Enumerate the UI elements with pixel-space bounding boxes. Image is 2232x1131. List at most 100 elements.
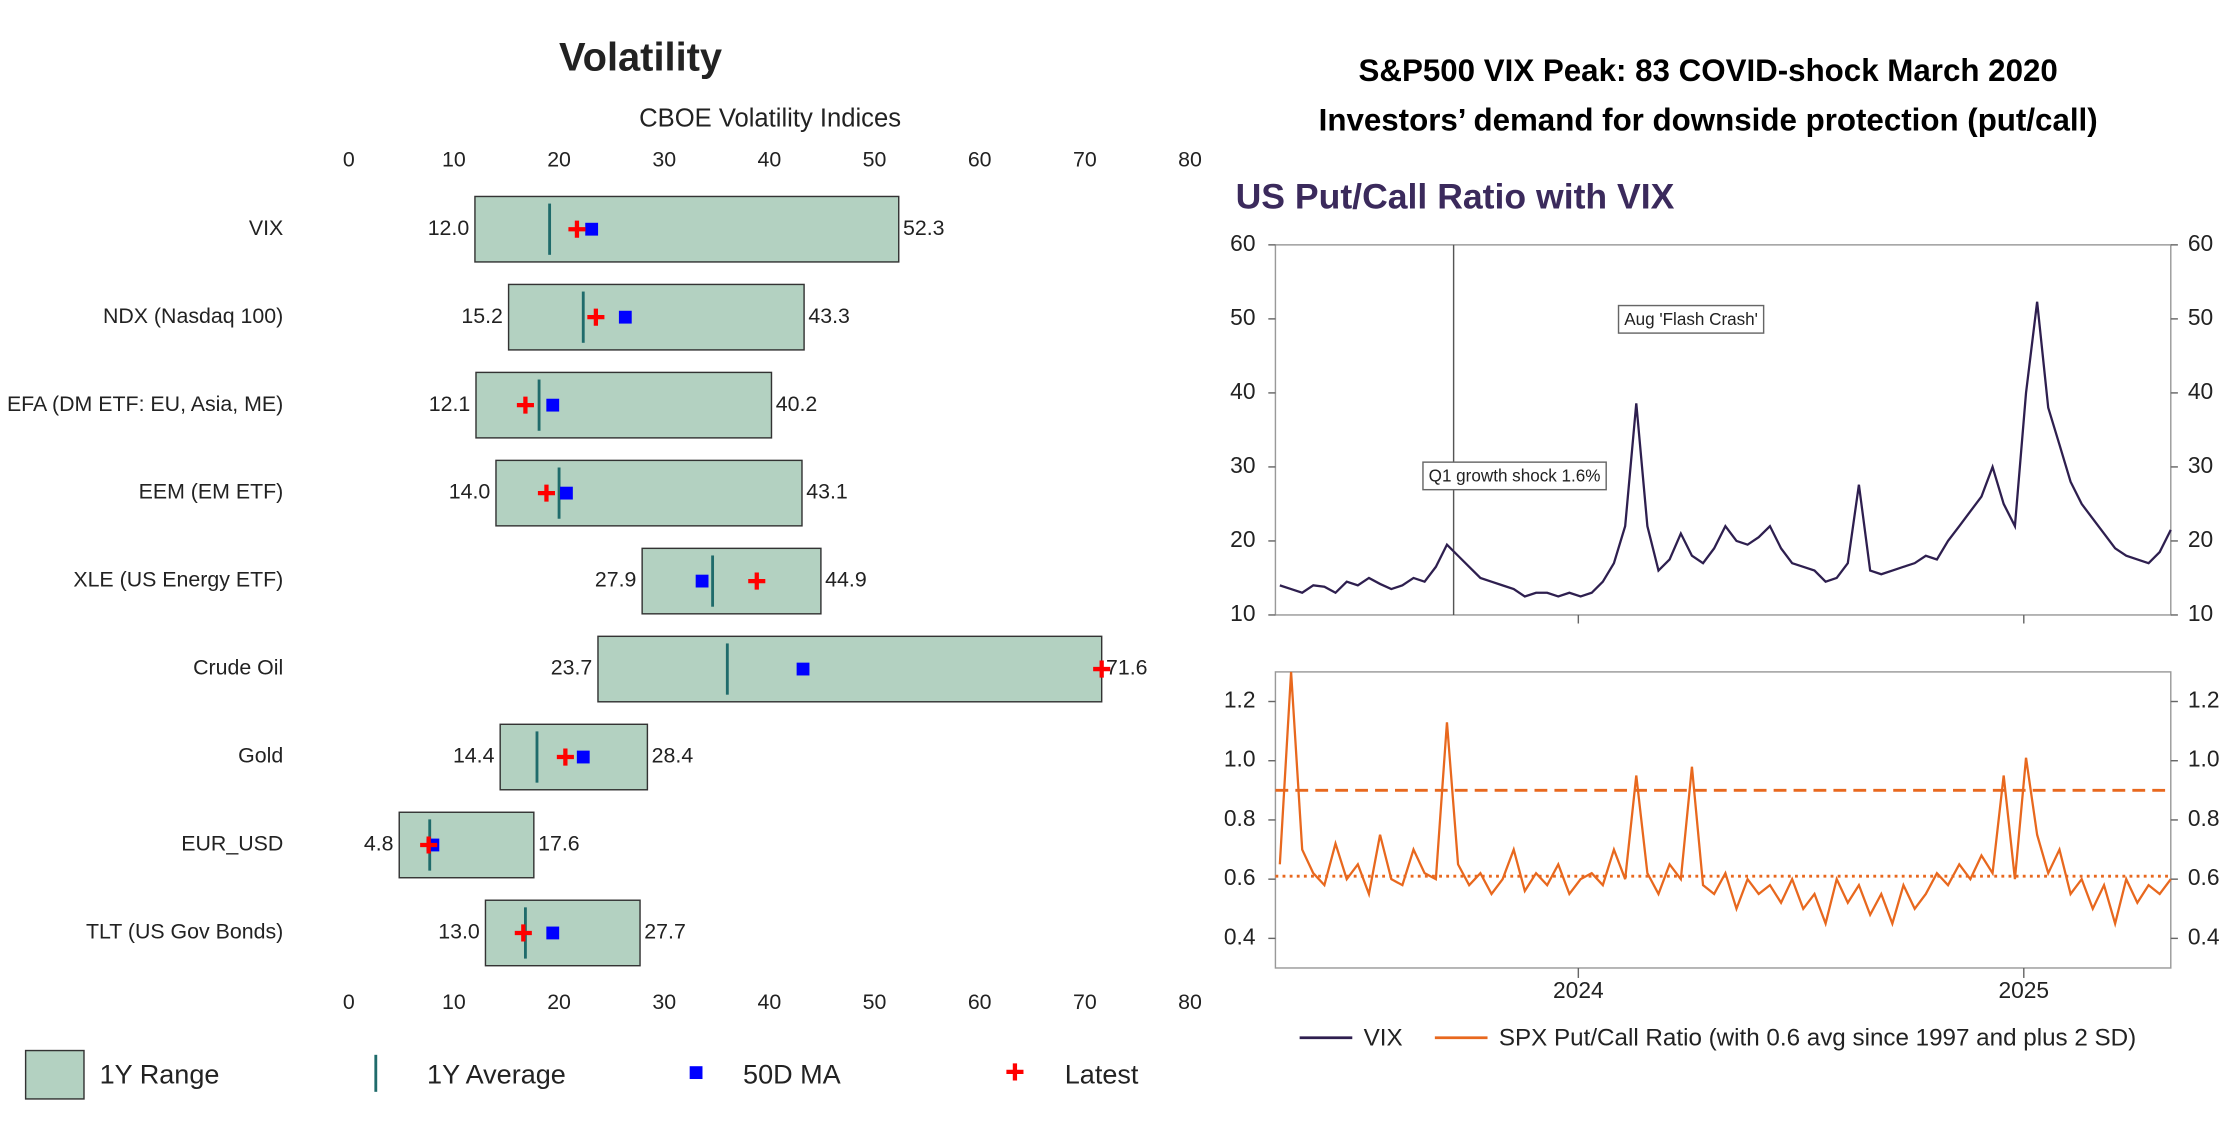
category-label: TLT (US Gov Bonds) <box>86 920 283 944</box>
high-label: 43.3 <box>808 304 850 328</box>
x-tick-label: 10 <box>442 148 466 172</box>
chart-subtitle: CBOE Volatility Indices <box>639 104 901 132</box>
y-tick-label: 1.2 <box>1224 687 1256 713</box>
category-label: EEM (EM ETF) <box>139 480 284 504</box>
ma-mark <box>585 222 599 236</box>
latest-mark <box>537 484 555 502</box>
x-tick-label: 40 <box>758 148 782 172</box>
x-tick-label: 70 <box>1073 148 1097 172</box>
latest-mark <box>748 572 766 590</box>
range-bar <box>398 811 535 879</box>
latest-mark <box>420 836 438 854</box>
y-tick-label: 50 <box>2188 304 2213 330</box>
high-label: 52.3 <box>903 216 945 240</box>
low-label: 12.1 <box>429 392 471 416</box>
annotation: Q1 growth shock 1.6% <box>1429 466 1601 485</box>
low-label: 15.2 <box>461 304 503 328</box>
high-label: 43.1 <box>806 480 848 504</box>
high-label: 44.9 <box>825 568 867 592</box>
x-tick-label: 50 <box>863 990 887 1014</box>
y-tick-label: 50 <box>1230 304 1255 330</box>
y-tick-label: 20 <box>1230 526 1255 552</box>
range-bar <box>474 195 900 263</box>
x-tick-label: 40 <box>758 990 782 1014</box>
ma-mark <box>546 926 560 940</box>
x-tick-label: 2024 <box>1553 977 1604 1003</box>
category-label: EFA (DM ETF: EU, Asia, ME) <box>7 392 283 416</box>
legend-swatch <box>24 1049 85 1100</box>
y-tick-label: 1.0 <box>2188 746 2220 772</box>
legend-label: Latest <box>1065 1059 1139 1089</box>
header-line: Investors’ demand for downside protectio… <box>1319 103 2098 138</box>
legend-label: VIX <box>1364 1025 1403 1052</box>
plot-frame <box>1274 671 2172 969</box>
y-tick-label: 30 <box>1230 452 1255 478</box>
y-tick-label: 20 <box>2188 526 2213 552</box>
latest-mark <box>1093 660 1111 678</box>
high-label: 40.2 <box>776 392 818 416</box>
low-label: 12.0 <box>428 216 470 240</box>
chart-title: Volatility <box>559 35 722 79</box>
category-label: Gold <box>238 744 283 768</box>
plot-frame <box>1274 244 2172 616</box>
annotation: Aug 'Flash Crash' <box>1624 310 1758 329</box>
x-tick-label: 80 <box>1178 990 1202 1014</box>
legend-swatch <box>689 1066 703 1080</box>
y-tick-label: 60 <box>1230 230 1255 256</box>
x-tick-label: 50 <box>863 148 887 172</box>
ma-mark <box>576 750 590 764</box>
high-label: 71.6 <box>1106 656 1148 680</box>
y-tick-label: 0.6 <box>2188 864 2220 890</box>
latest-mark <box>556 748 574 766</box>
x-tick-label: 60 <box>968 148 992 172</box>
y-tick-label: 1.0 <box>1224 746 1256 772</box>
low-label: 4.8 <box>364 832 394 856</box>
high-label: 17.6 <box>538 832 580 856</box>
range-bar <box>484 899 641 967</box>
range-bar <box>597 635 1103 703</box>
ma-mark <box>695 574 709 588</box>
category-label: Crude Oil <box>193 656 283 680</box>
range-bar <box>641 547 822 615</box>
low-label: 14.4 <box>453 744 495 768</box>
y-tick-label: 0.4 <box>2188 923 2220 949</box>
legend-label: 50D MA <box>743 1059 841 1089</box>
ma-mark <box>796 662 810 676</box>
y-tick-label: 40 <box>2188 378 2213 404</box>
latest-mark <box>587 308 605 326</box>
category-label: NDX (Nasdaq 100) <box>103 304 283 328</box>
x-tick-label: 0 <box>343 990 355 1014</box>
legend-label: 1Y Range <box>100 1059 220 1089</box>
legend-label: 1Y Average <box>427 1059 566 1089</box>
x-tick-label: 30 <box>652 148 676 172</box>
y-tick-label: 0.6 <box>1224 864 1256 890</box>
y-tick-label: 1.2 <box>2188 687 2220 713</box>
legend-swatch <box>1006 1063 1024 1081</box>
range-bar <box>507 283 805 351</box>
annotation-box <box>1617 304 1765 334</box>
low-label: 23.7 <box>551 656 593 680</box>
x-tick-label: 20 <box>547 990 571 1014</box>
y-tick-label: 0.4 <box>1224 923 1256 949</box>
x-tick-label: 10 <box>442 990 466 1014</box>
high-label: 28.4 <box>652 744 694 768</box>
x-tick-label: 0 <box>343 148 355 172</box>
y-tick-label: 0.8 <box>2188 805 2220 831</box>
chart-title: US Put/Call Ratio with VIX <box>1236 177 1675 217</box>
category-label: XLE (US Energy ETF) <box>73 568 283 592</box>
series-line <box>1279 301 2172 598</box>
latest-mark <box>516 396 534 414</box>
low-label: 14.0 <box>449 480 491 504</box>
series-line <box>1278 671 2172 928</box>
latest-mark <box>514 924 532 942</box>
x-tick-label: 2025 <box>1998 977 2049 1003</box>
y-tick-label: 10 <box>1230 600 1255 626</box>
legend-label: SPX Put/Call Ratio (with 0.6 avg since 1… <box>1499 1025 2136 1052</box>
x-tick-label: 60 <box>968 990 992 1014</box>
latest-mark <box>568 220 586 238</box>
annotation-box <box>1422 461 1607 491</box>
y-tick-label: 10 <box>2188 600 2213 626</box>
ma-mark <box>560 486 573 500</box>
category-label: EUR_USD <box>181 832 283 856</box>
